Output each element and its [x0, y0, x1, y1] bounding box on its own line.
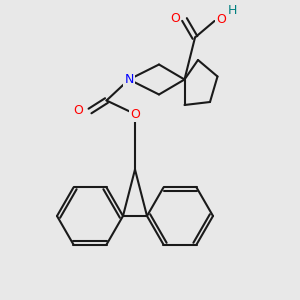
Text: H: H — [228, 4, 237, 17]
Text: O: O — [130, 107, 140, 121]
Text: O: O — [170, 11, 180, 25]
Text: O: O — [216, 13, 226, 26]
Text: O: O — [74, 104, 83, 118]
Text: N: N — [124, 73, 134, 86]
